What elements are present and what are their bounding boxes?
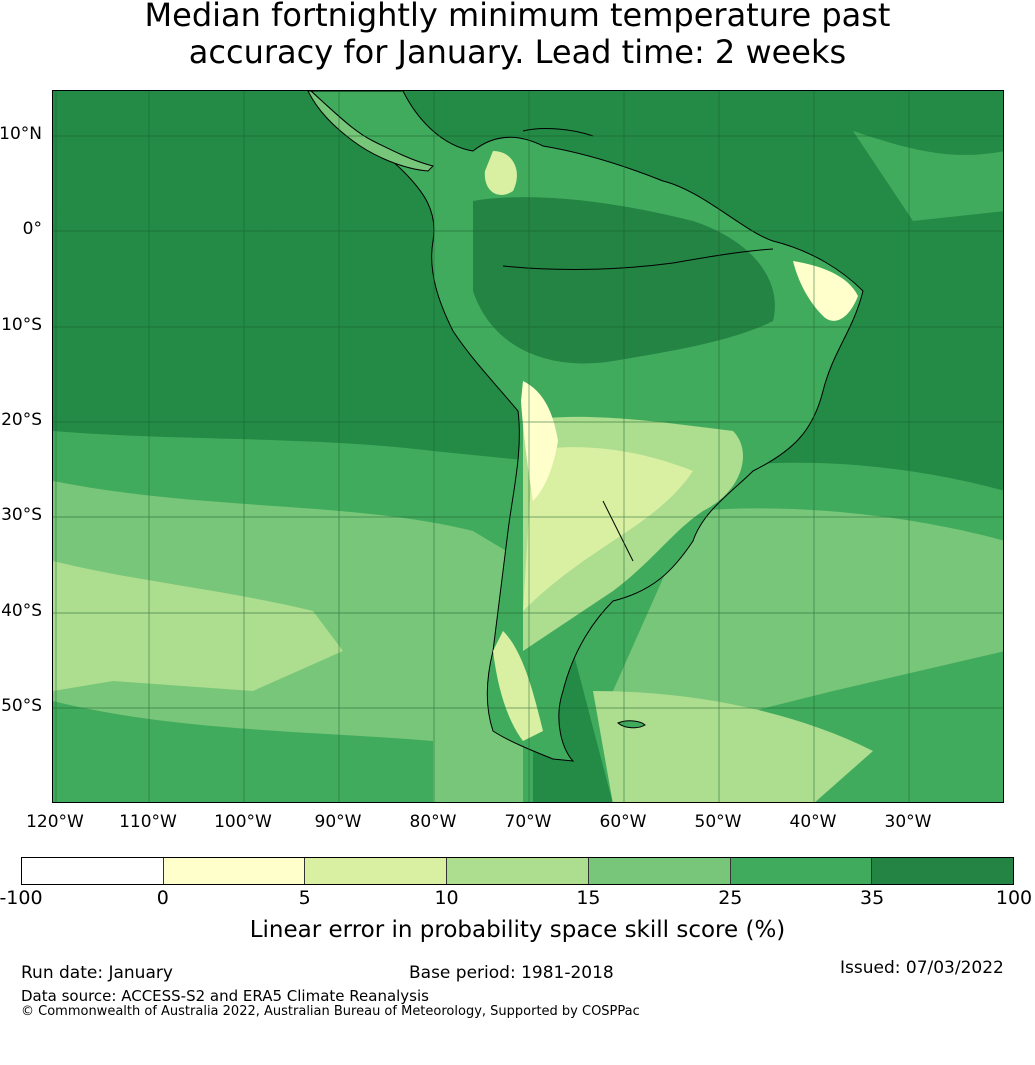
base-period: Base period: 1981-2018	[409, 963, 614, 983]
colorbar-segment	[447, 858, 589, 884]
colorbar-tick-label: 0	[156, 887, 169, 909]
ocean-band-south-east-light	[613, 508, 1003, 731]
latitude-label: 0°	[22, 219, 42, 239]
copyright: © Commonwealth of Australia 2022, Austra…	[21, 1004, 640, 1019]
colombia-lower-skill	[484, 151, 517, 195]
colorbar-segment	[305, 858, 448, 884]
longitude-label: 60°W	[599, 812, 647, 832]
map-title: Median fortnightly minimum temperature p…	[0, 0, 1035, 71]
parana-river	[602, 500, 634, 562]
central-america-land	[307, 91, 434, 172]
andes-lowest-skill	[521, 381, 558, 501]
colorbar-tick-label: 35	[860, 887, 885, 909]
colorbar-segment	[163, 858, 306, 884]
run-date: Run date: January	[21, 963, 173, 983]
colorbar-tick-label: 25	[718, 887, 743, 909]
longitude-label: 90°W	[314, 812, 362, 832]
amazon-river	[502, 248, 774, 270]
latitude-label: 20°S	[1, 410, 42, 430]
issued-date: Issued: 07/03/2022	[840, 958, 1004, 978]
ocean-band-far-south	[53, 701, 433, 802]
colorbar-label: Linear error in probability space skill …	[249, 917, 786, 943]
latitude-label: 10°S	[1, 315, 42, 335]
colorbar-segment	[22, 858, 164, 884]
ocean-patch-north-atlantic	[853, 131, 1003, 221]
colorbar	[21, 857, 1014, 885]
colorbar-tick-label: 15	[576, 887, 601, 909]
longitude-label: 40°W	[789, 812, 837, 832]
colorbar-segment	[730, 858, 873, 884]
latitude-label: 40°S	[1, 601, 42, 621]
ocean-patch-south-atlantic	[593, 691, 873, 802]
longitude-label: 70°W	[504, 812, 552, 832]
colorbar-segment	[588, 858, 731, 884]
northeast-brazil-lowest-skill	[793, 261, 858, 321]
latitude-label: 30°S	[1, 505, 42, 525]
longitude-label: 50°W	[694, 812, 742, 832]
longitude-label: 80°W	[409, 812, 457, 832]
title-line-2: accuracy for January. Lead time: 2 weeks	[188, 33, 847, 71]
falkland-islands	[617, 720, 646, 729]
map-canvas	[53, 91, 1003, 802]
colorbar-tick-label: 10	[434, 887, 459, 909]
latitude-label: 10°N	[0, 124, 42, 144]
pampas-lower-skill	[523, 447, 693, 611]
data-source: Data source: ACCESS-S2 and ERA5 Climate …	[21, 987, 429, 1005]
longitude-label: 110°W	[119, 812, 177, 832]
colorbar-tick-label: 100	[995, 887, 1033, 909]
colorbar-tick-label: -100	[0, 887, 43, 909]
title-line-1: Median fortnightly minimum temperature p…	[144, 0, 891, 34]
latitude-label: 50°S	[1, 696, 42, 716]
skill-score-map	[52, 90, 1004, 803]
graticule	[53, 91, 1003, 802]
ocean-patch-south-west	[53, 561, 343, 691]
longitude-label: 30°W	[884, 812, 932, 832]
colorbar-segment	[872, 858, 1014, 884]
patagonia-lower-skill	[493, 631, 543, 741]
colorbar-tick-label: 5	[298, 887, 311, 909]
longitude-label: 100°W	[214, 812, 272, 832]
longitude-label: 120°W	[26, 812, 84, 832]
